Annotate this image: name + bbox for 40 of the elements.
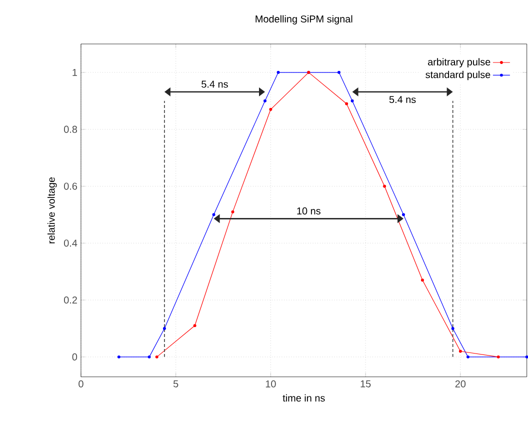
x-tick-label: 20 xyxy=(455,380,466,388)
point xyxy=(155,356,158,359)
point xyxy=(117,356,120,359)
point xyxy=(212,213,216,216)
point xyxy=(402,213,405,216)
annotation: 10 ns xyxy=(297,208,320,215)
y-tick-label: 0.2 xyxy=(64,296,77,304)
point xyxy=(496,356,500,359)
point xyxy=(276,71,280,74)
legend-label: standard pulse xyxy=(426,70,490,80)
point xyxy=(350,99,354,102)
y-tick-label: 0.6 xyxy=(64,182,78,190)
point xyxy=(451,327,454,330)
x-tick-label: 0 xyxy=(78,380,84,388)
point xyxy=(525,356,528,359)
point xyxy=(420,278,424,282)
point xyxy=(345,102,348,106)
point xyxy=(337,71,340,74)
x-tick-label: 10 xyxy=(266,380,276,388)
y-tick-label: 0.4 xyxy=(64,240,78,247)
x-axis-title: time in ns xyxy=(282,394,325,402)
annotation: 5.4 ns xyxy=(202,80,228,88)
y-axis-title: relative voltage xyxy=(47,177,57,244)
chart-title: Modelling SiPM signal xyxy=(256,15,352,25)
y-tick-label: 1 xyxy=(72,69,77,76)
legend-label: arbitrary pulse xyxy=(428,58,490,68)
point xyxy=(193,324,196,328)
point xyxy=(458,350,462,353)
y-tick-label: 0 xyxy=(72,353,78,361)
x-tick-label: 15 xyxy=(360,380,371,388)
point xyxy=(264,99,266,102)
point xyxy=(269,108,272,111)
point xyxy=(383,184,386,188)
point xyxy=(466,356,470,359)
point xyxy=(148,356,151,359)
x-tick-label: 5 xyxy=(173,380,178,388)
y-tick-label: 0.8 xyxy=(64,126,78,133)
annotation: 5.4 ns xyxy=(389,96,416,104)
point xyxy=(162,327,166,330)
point xyxy=(231,210,234,214)
